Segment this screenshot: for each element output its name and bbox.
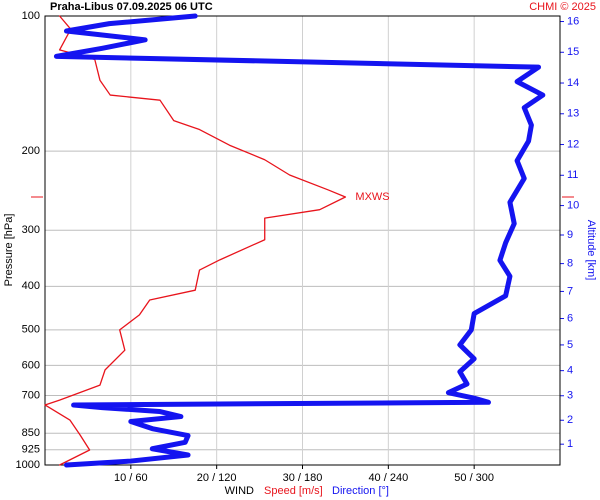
y-tick-label: 500	[22, 324, 40, 336]
y2-tick-label: 7	[567, 285, 573, 297]
y-tick-label: 100	[22, 10, 40, 22]
y-tick-label: 925	[22, 444, 40, 456]
y2-tick-label: 14	[567, 77, 579, 89]
credit: CHMI © 2025	[529, 1, 596, 13]
x-tick-label: 40 / 240	[368, 472, 408, 484]
annotation: MXWS	[355, 191, 389, 203]
y2-tick-label: 15	[567, 46, 579, 58]
y2-tick-label: 11	[567, 169, 578, 181]
x-tick-label: 20 / 120	[197, 472, 237, 484]
x-axis-label: WIND	[225, 485, 254, 497]
y2-tick-label: 1	[567, 438, 573, 450]
legend-entry: Direction [°]	[332, 485, 389, 497]
y-tick-label: 600	[22, 359, 40, 371]
x-tick-label: 30 / 180	[283, 472, 323, 484]
y2-tick-label: 10	[567, 199, 579, 211]
y-tick-label: 1000	[16, 459, 40, 471]
y2-tick-label: 8	[567, 258, 573, 270]
y-tick-label: 700	[22, 389, 40, 401]
speed-profile	[44, 15, 347, 466]
legend-entry: Speed [m/s]	[264, 485, 323, 497]
y-tick-label: 850	[22, 427, 40, 439]
plot-frame	[44, 15, 561, 466]
y2-tick-label: 16	[567, 15, 579, 27]
y-tick-label: 200	[22, 145, 40, 157]
y-tick-label: 300	[22, 224, 40, 236]
y2-tick-label: 12	[567, 138, 579, 150]
y2-tick-label: 3	[567, 390, 573, 402]
y2-tick-label: 6	[567, 312, 573, 324]
chart-title: Praha-Libus 07.09.2025 06 UTC	[50, 1, 213, 13]
y2-tick-label: 9	[567, 229, 573, 241]
x-tick-label: 50 / 300	[454, 472, 494, 484]
y-tick-label: 400	[22, 280, 40, 292]
y2-tick-label: 4	[567, 365, 573, 377]
y2-tick-label: 13	[567, 108, 579, 120]
y-axis-label: Pressure [hPa]	[3, 214, 15, 287]
y2-tick-label: 5	[567, 339, 573, 351]
y2-tick-label: 2	[567, 414, 573, 426]
x-tick-label: 10 / 60	[114, 472, 148, 484]
y2-axis-label: Altitude [km]	[585, 220, 597, 281]
direction-profile	[53, 13, 546, 468]
